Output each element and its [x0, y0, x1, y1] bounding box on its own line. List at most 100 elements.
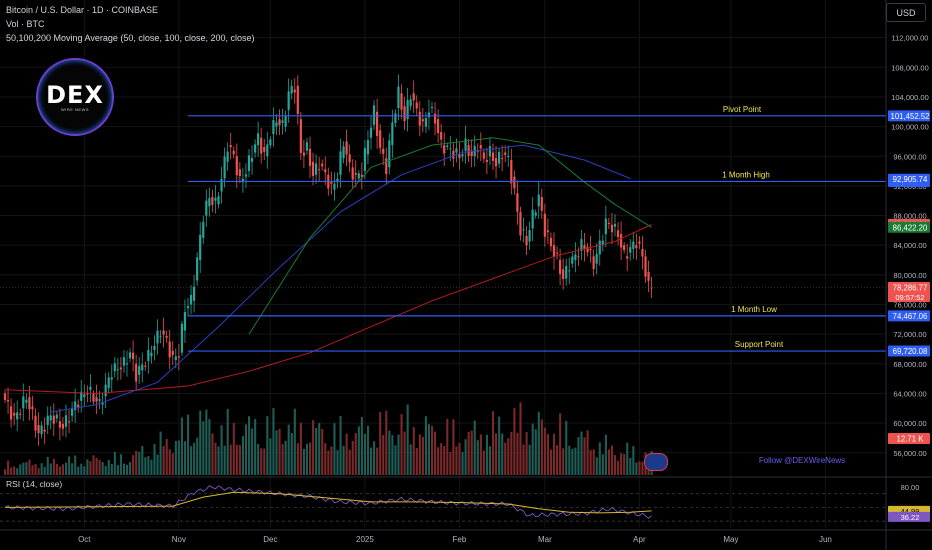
price-badge — [888, 282, 930, 303]
price-tick-label: 104,000.00 — [891, 93, 929, 102]
candle-body — [565, 265, 568, 279]
volume-bar — [577, 437, 580, 475]
volume-bar — [540, 419, 543, 475]
level-price-badge-text: 101,452.52 — [890, 112, 929, 121]
volume-bar — [168, 449, 171, 475]
candle-body — [443, 145, 446, 154]
candle-body — [324, 169, 327, 173]
volume-bar — [229, 444, 232, 475]
candle-body — [220, 178, 223, 192]
candle-body — [644, 256, 647, 277]
volume-indicator-label[interactable]: Vol · BTC — [6, 19, 45, 29]
candle-body — [437, 119, 440, 133]
candle-body — [537, 194, 540, 207]
candle-body — [339, 151, 342, 175]
moving-average-label[interactable]: 50,100,200 Moving Average (50, close, 10… — [6, 33, 255, 43]
volume-bar — [559, 413, 562, 475]
candle-body — [574, 254, 577, 261]
candle-body — [135, 363, 138, 382]
candle-body — [504, 152, 507, 155]
volume-bar — [187, 414, 190, 475]
volume-bar — [394, 445, 397, 475]
candle-body — [470, 150, 473, 156]
symbol-title[interactable]: Bitcoin / U.S. Dollar · 1D · COINBASE — [6, 5, 159, 15]
price-tick-label: 108,000.00 — [891, 63, 929, 72]
candle-body — [336, 178, 339, 183]
volume-bar — [16, 468, 19, 475]
candle-body — [40, 425, 43, 435]
volume-bar — [202, 421, 205, 475]
candle-body — [531, 209, 534, 229]
volume-bar — [312, 420, 315, 475]
volume-bar — [467, 431, 470, 475]
volume-bar — [458, 442, 461, 475]
volume-bar — [241, 436, 244, 475]
candle-body — [613, 223, 617, 227]
volume-bar — [49, 463, 52, 475]
candle-body — [31, 406, 34, 410]
logo-text: DEX — [46, 80, 104, 109]
volume-bar — [510, 431, 513, 475]
currency-selector[interactable]: USD — [886, 3, 926, 22]
volume-bar — [141, 445, 144, 475]
candle-body — [299, 119, 302, 153]
flag-icon[interactable] — [644, 453, 668, 471]
volume-bar — [89, 461, 92, 475]
volume-bar — [464, 439, 467, 475]
volume-bar — [461, 452, 464, 475]
candle-body — [397, 86, 400, 109]
volume-bar — [449, 451, 452, 475]
volume-bar — [553, 433, 556, 475]
volume-bar — [122, 463, 126, 475]
volume-bar — [504, 442, 507, 475]
candle-body — [635, 245, 638, 249]
volume-bar — [592, 449, 595, 475]
volume-bar — [101, 462, 104, 475]
volume-bar — [492, 411, 495, 475]
candle-body — [351, 167, 354, 180]
candle-body — [132, 352, 135, 360]
volume-bar — [34, 464, 37, 475]
candle-body — [125, 363, 129, 365]
price-axis-panel — [886, 0, 932, 550]
volume-bar — [336, 450, 339, 475]
candle-body — [55, 414, 58, 419]
volume-bar — [421, 436, 424, 475]
volume-bar — [586, 430, 589, 475]
candle-body — [616, 230, 620, 238]
candle-body — [638, 241, 641, 244]
candle-body — [174, 356, 177, 361]
candle-body — [571, 256, 574, 264]
candle-body — [302, 152, 305, 156]
price-tick-label: 112,000.00 — [892, 34, 929, 43]
candle-body — [92, 393, 95, 402]
volume-bar — [482, 450, 485, 475]
candle-body — [247, 155, 251, 172]
candle-body — [74, 401, 77, 411]
candle-body — [626, 256, 629, 259]
volume-bar — [77, 466, 80, 475]
candle-body — [641, 248, 644, 257]
candle-body — [107, 377, 110, 388]
level-label: Support Point — [735, 340, 784, 349]
time-tick-label: Jun — [819, 535, 832, 544]
volume-bar — [406, 404, 409, 475]
level-price-badge — [888, 310, 930, 322]
volume-bar — [324, 443, 327, 475]
candle-body — [3, 393, 7, 400]
candle-body — [330, 182, 333, 184]
candle-body — [110, 377, 113, 380]
volume-bar — [238, 445, 241, 475]
candle-body — [546, 230, 549, 233]
rsi-value-badge-text: 44.99 — [901, 507, 920, 516]
volume-bar — [485, 434, 488, 475]
candle-body — [382, 148, 385, 154]
volume-bar — [110, 463, 113, 475]
candle-body — [595, 253, 598, 264]
candle-body — [275, 122, 278, 127]
candle-body — [144, 365, 147, 367]
candle-body — [156, 330, 159, 344]
candle-body — [266, 144, 269, 157]
logo-subtext: WIRE NEWS — [60, 106, 90, 112]
volume-bar — [180, 417, 183, 475]
